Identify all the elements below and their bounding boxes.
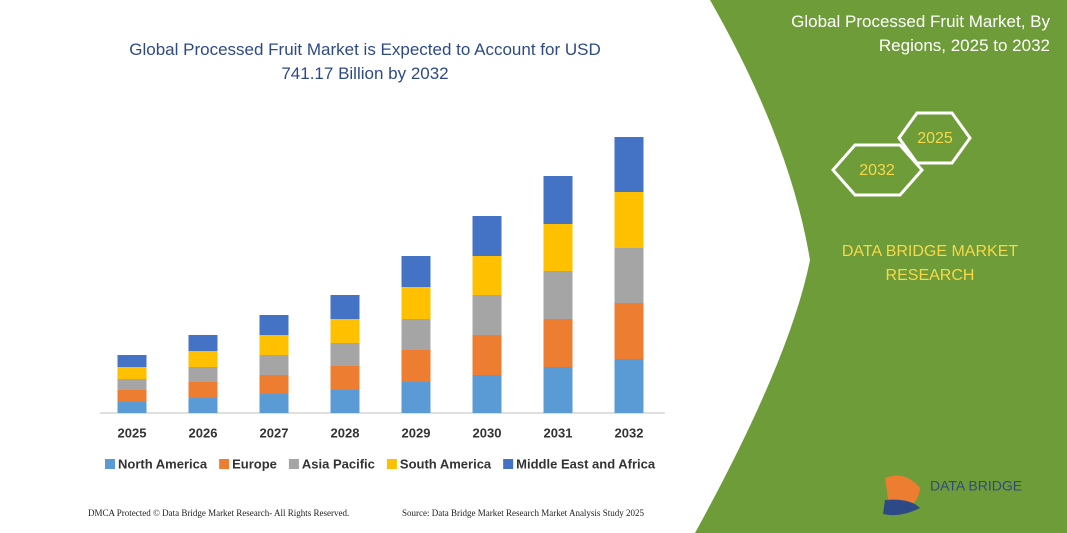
legend-label: Europe xyxy=(232,456,277,471)
bar-segment xyxy=(330,390,360,413)
chart-title: Global Processed Fruit Market is Expecte… xyxy=(129,40,601,83)
x-tick-label: 2030 xyxy=(473,425,502,440)
bar-segment xyxy=(188,367,218,382)
bar-segment xyxy=(472,216,502,256)
bar-segment xyxy=(401,382,431,413)
bar-segment xyxy=(472,295,502,335)
legend-swatch xyxy=(288,459,299,469)
bar-segment xyxy=(117,402,147,413)
x-tick-label: 2028 xyxy=(331,425,360,440)
bar-segment xyxy=(188,398,218,413)
bar-segment xyxy=(188,335,218,351)
hexagon xyxy=(897,111,972,165)
legend-swatch xyxy=(386,459,397,469)
bar-segment xyxy=(472,375,502,413)
legend-label: South America xyxy=(400,456,492,471)
x-tick-label: 2026 xyxy=(189,425,218,440)
hex-label: 2032 xyxy=(859,162,895,179)
bar-segment xyxy=(472,335,502,375)
bar-segment xyxy=(543,271,573,319)
bar-segment xyxy=(472,256,502,295)
x-tick-label: 2027 xyxy=(260,425,289,440)
legend-swatch xyxy=(219,459,230,469)
legend-label: Middle East and Africa xyxy=(516,456,656,471)
bar-segment xyxy=(401,319,431,350)
logo-text: DATA BRIDGE xyxy=(930,478,1022,494)
bar-segment xyxy=(330,343,360,366)
bar-segment xyxy=(614,137,644,192)
legend-swatch xyxy=(105,459,115,469)
x-tick-label: 2029 xyxy=(402,425,431,440)
bar-segment xyxy=(543,367,573,413)
bar-segment xyxy=(117,390,147,402)
bar-segment xyxy=(614,248,644,303)
bar-segment xyxy=(330,295,360,319)
bar-segment xyxy=(188,351,218,367)
bar-segment xyxy=(543,224,573,271)
brand: DATA BRIDGE MARKET RESEARCH xyxy=(841,243,1019,284)
panel-title: Global Processed Fruit Market, By Region… xyxy=(791,12,1050,55)
hex-label: 2025 xyxy=(917,130,953,147)
x-tick-label: 2032 xyxy=(615,425,644,440)
bar-segment xyxy=(259,315,289,335)
bar-segment xyxy=(614,303,644,359)
bar-segment xyxy=(117,355,147,367)
bar-segment xyxy=(188,382,218,398)
bar-segment xyxy=(401,350,431,382)
bar-segment xyxy=(330,319,360,343)
logo-icon xyxy=(883,499,920,516)
bar-segment xyxy=(614,192,644,248)
legend-swatch xyxy=(503,459,514,469)
bar-segment xyxy=(259,394,289,413)
bar-segment xyxy=(117,379,147,390)
bar-segment xyxy=(259,335,289,355)
bar-segment xyxy=(259,375,289,394)
bar-segment xyxy=(117,367,147,379)
x-tick-label: 2025 xyxy=(118,425,147,440)
hexagon xyxy=(831,143,924,197)
bar-segment xyxy=(401,287,431,319)
footer-right: Source: Data Bridge Market Research Mark… xyxy=(402,508,644,518)
bar-segment xyxy=(401,256,431,287)
legend-label: Asia Pacific xyxy=(302,456,375,471)
x-tick-label: 2031 xyxy=(544,425,573,440)
bar-segment xyxy=(543,319,573,367)
bar-segment xyxy=(330,366,360,390)
footer-left: DMCA Protected © Data Bridge Market Rese… xyxy=(88,508,350,518)
legend-label: North America xyxy=(118,456,208,471)
bar-segment xyxy=(543,176,573,224)
side-panel xyxy=(695,0,1067,533)
bar-segment xyxy=(614,359,644,413)
bar-segment xyxy=(259,355,289,375)
